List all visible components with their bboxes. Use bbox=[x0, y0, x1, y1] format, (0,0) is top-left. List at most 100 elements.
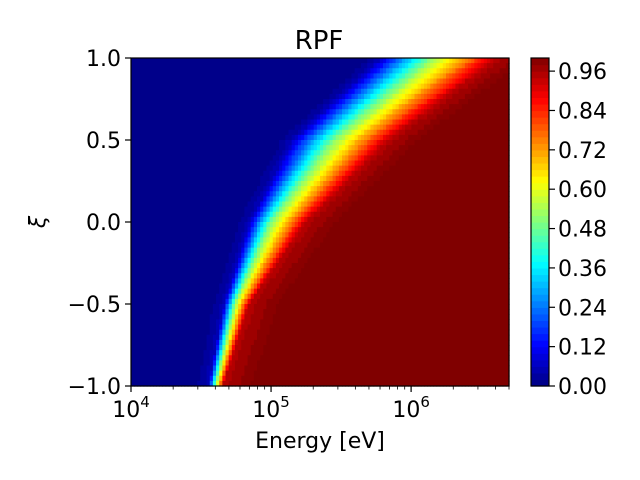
heatmap-cell bbox=[171, 155, 176, 162]
heatmap-cell bbox=[351, 196, 356, 203]
heatmap-cell bbox=[222, 114, 227, 121]
heatmap-cell bbox=[496, 216, 501, 223]
heatmap-cell bbox=[194, 206, 198, 213]
heatmap-cell bbox=[446, 155, 450, 162]
heatmap-cell bbox=[468, 114, 472, 121]
heatmap-cell bbox=[461, 134, 466, 141]
heatmap-cell bbox=[272, 140, 277, 146]
heatmap-cell bbox=[335, 83, 340, 90]
heatmap-cell bbox=[162, 191, 167, 197]
heatmap-cell bbox=[134, 93, 138, 100]
heatmap-cell bbox=[203, 150, 208, 156]
heatmap-cell bbox=[159, 88, 164, 95]
heatmap-cell bbox=[360, 191, 365, 197]
heatmap-cell bbox=[423, 175, 428, 182]
heatmap-cell bbox=[320, 186, 324, 192]
heatmap-cell bbox=[238, 73, 242, 80]
heatmap-cell bbox=[294, 93, 299, 100]
heatmap-cell bbox=[395, 78, 400, 85]
heatmap-cell bbox=[442, 68, 447, 74]
heatmap-cell bbox=[266, 170, 271, 177]
heatmap-cell bbox=[351, 119, 356, 126]
heatmap-cell bbox=[194, 88, 198, 95]
heatmap-cell bbox=[427, 165, 431, 172]
heatmap-cell bbox=[458, 196, 463, 203]
heatmap-cell bbox=[401, 99, 406, 105]
heatmap-cell bbox=[446, 201, 450, 208]
heatmap-cell bbox=[234, 181, 239, 187]
heatmap-cell bbox=[149, 222, 154, 228]
heatmap-cell bbox=[212, 73, 217, 80]
heatmap-cell bbox=[411, 78, 416, 85]
heatmap-cell bbox=[471, 58, 475, 64]
heatmap-cell bbox=[420, 140, 425, 146]
heatmap-cell bbox=[244, 242, 249, 249]
heatmap-cell bbox=[316, 227, 321, 233]
heatmap-cell bbox=[238, 124, 242, 131]
heatmap-cell bbox=[496, 232, 501, 238]
heatmap-cell bbox=[250, 206, 255, 213]
heatmap-cell bbox=[159, 206, 164, 213]
heatmap-cell bbox=[181, 160, 186, 167]
heatmap-cell bbox=[294, 88, 299, 95]
heatmap-cell bbox=[468, 129, 472, 136]
heatmap-cell bbox=[178, 206, 182, 213]
heatmap-cell bbox=[458, 227, 463, 233]
heatmap-cell bbox=[241, 186, 245, 192]
heatmap-cell bbox=[159, 170, 164, 177]
heatmap-cell bbox=[285, 63, 290, 69]
heatmap-cell bbox=[436, 155, 441, 162]
heatmap-cell bbox=[373, 124, 378, 131]
heatmap-cell bbox=[455, 145, 460, 151]
heatmap-cell bbox=[297, 83, 302, 90]
heatmap-cell bbox=[203, 170, 208, 177]
heatmap-cell bbox=[162, 134, 167, 141]
heatmap-cell bbox=[181, 211, 186, 218]
heatmap-cell bbox=[373, 170, 378, 177]
heatmap-cell bbox=[253, 150, 258, 156]
heatmap-cell bbox=[260, 150, 264, 156]
heatmap-cell bbox=[345, 99, 349, 105]
heatmap-cell bbox=[379, 160, 384, 167]
heatmap-cell bbox=[291, 222, 296, 228]
heatmap-cell bbox=[131, 109, 135, 115]
heatmap-cell bbox=[405, 114, 409, 121]
heatmap-cell bbox=[490, 83, 494, 90]
heatmap-cell bbox=[430, 104, 434, 110]
heatmap-cell bbox=[159, 83, 164, 90]
heatmap-cell bbox=[272, 237, 277, 244]
heatmap-cell bbox=[187, 211, 192, 218]
heatmap-cell bbox=[272, 114, 277, 121]
heatmap-cell bbox=[354, 191, 359, 197]
heatmap-cell bbox=[313, 68, 318, 74]
heatmap-cell bbox=[134, 211, 138, 218]
heatmap-cell bbox=[297, 134, 302, 141]
heatmap-cell bbox=[493, 227, 497, 233]
heatmap-cell bbox=[439, 165, 444, 172]
heatmap-cell bbox=[234, 124, 239, 131]
heatmap-cell bbox=[294, 181, 299, 187]
heatmap-cell bbox=[234, 227, 239, 233]
heatmap-cell bbox=[452, 150, 457, 156]
heatmap-cell bbox=[499, 93, 504, 100]
heatmap-cell bbox=[383, 222, 387, 228]
heatmap-cell bbox=[178, 68, 182, 74]
heatmap-cell bbox=[379, 140, 384, 146]
heatmap-cell bbox=[408, 181, 412, 187]
heatmap-cell bbox=[335, 78, 340, 85]
heatmap-cell bbox=[266, 160, 271, 167]
heatmap-cell bbox=[294, 242, 299, 249]
heatmap-cell bbox=[370, 165, 375, 172]
heatmap-cell bbox=[291, 99, 296, 105]
heatmap-cell bbox=[370, 83, 375, 90]
heatmap-cell bbox=[383, 58, 387, 64]
heatmap-cell bbox=[282, 222, 286, 228]
heatmap-cell bbox=[260, 201, 264, 208]
heatmap-cell bbox=[212, 104, 217, 110]
heatmap-cell bbox=[345, 165, 349, 172]
heatmap-cell bbox=[461, 93, 466, 100]
heatmap-cell bbox=[197, 88, 201, 95]
heatmap-cell bbox=[247, 129, 252, 136]
heatmap-cell bbox=[499, 78, 504, 85]
heatmap-cell bbox=[178, 93, 182, 100]
